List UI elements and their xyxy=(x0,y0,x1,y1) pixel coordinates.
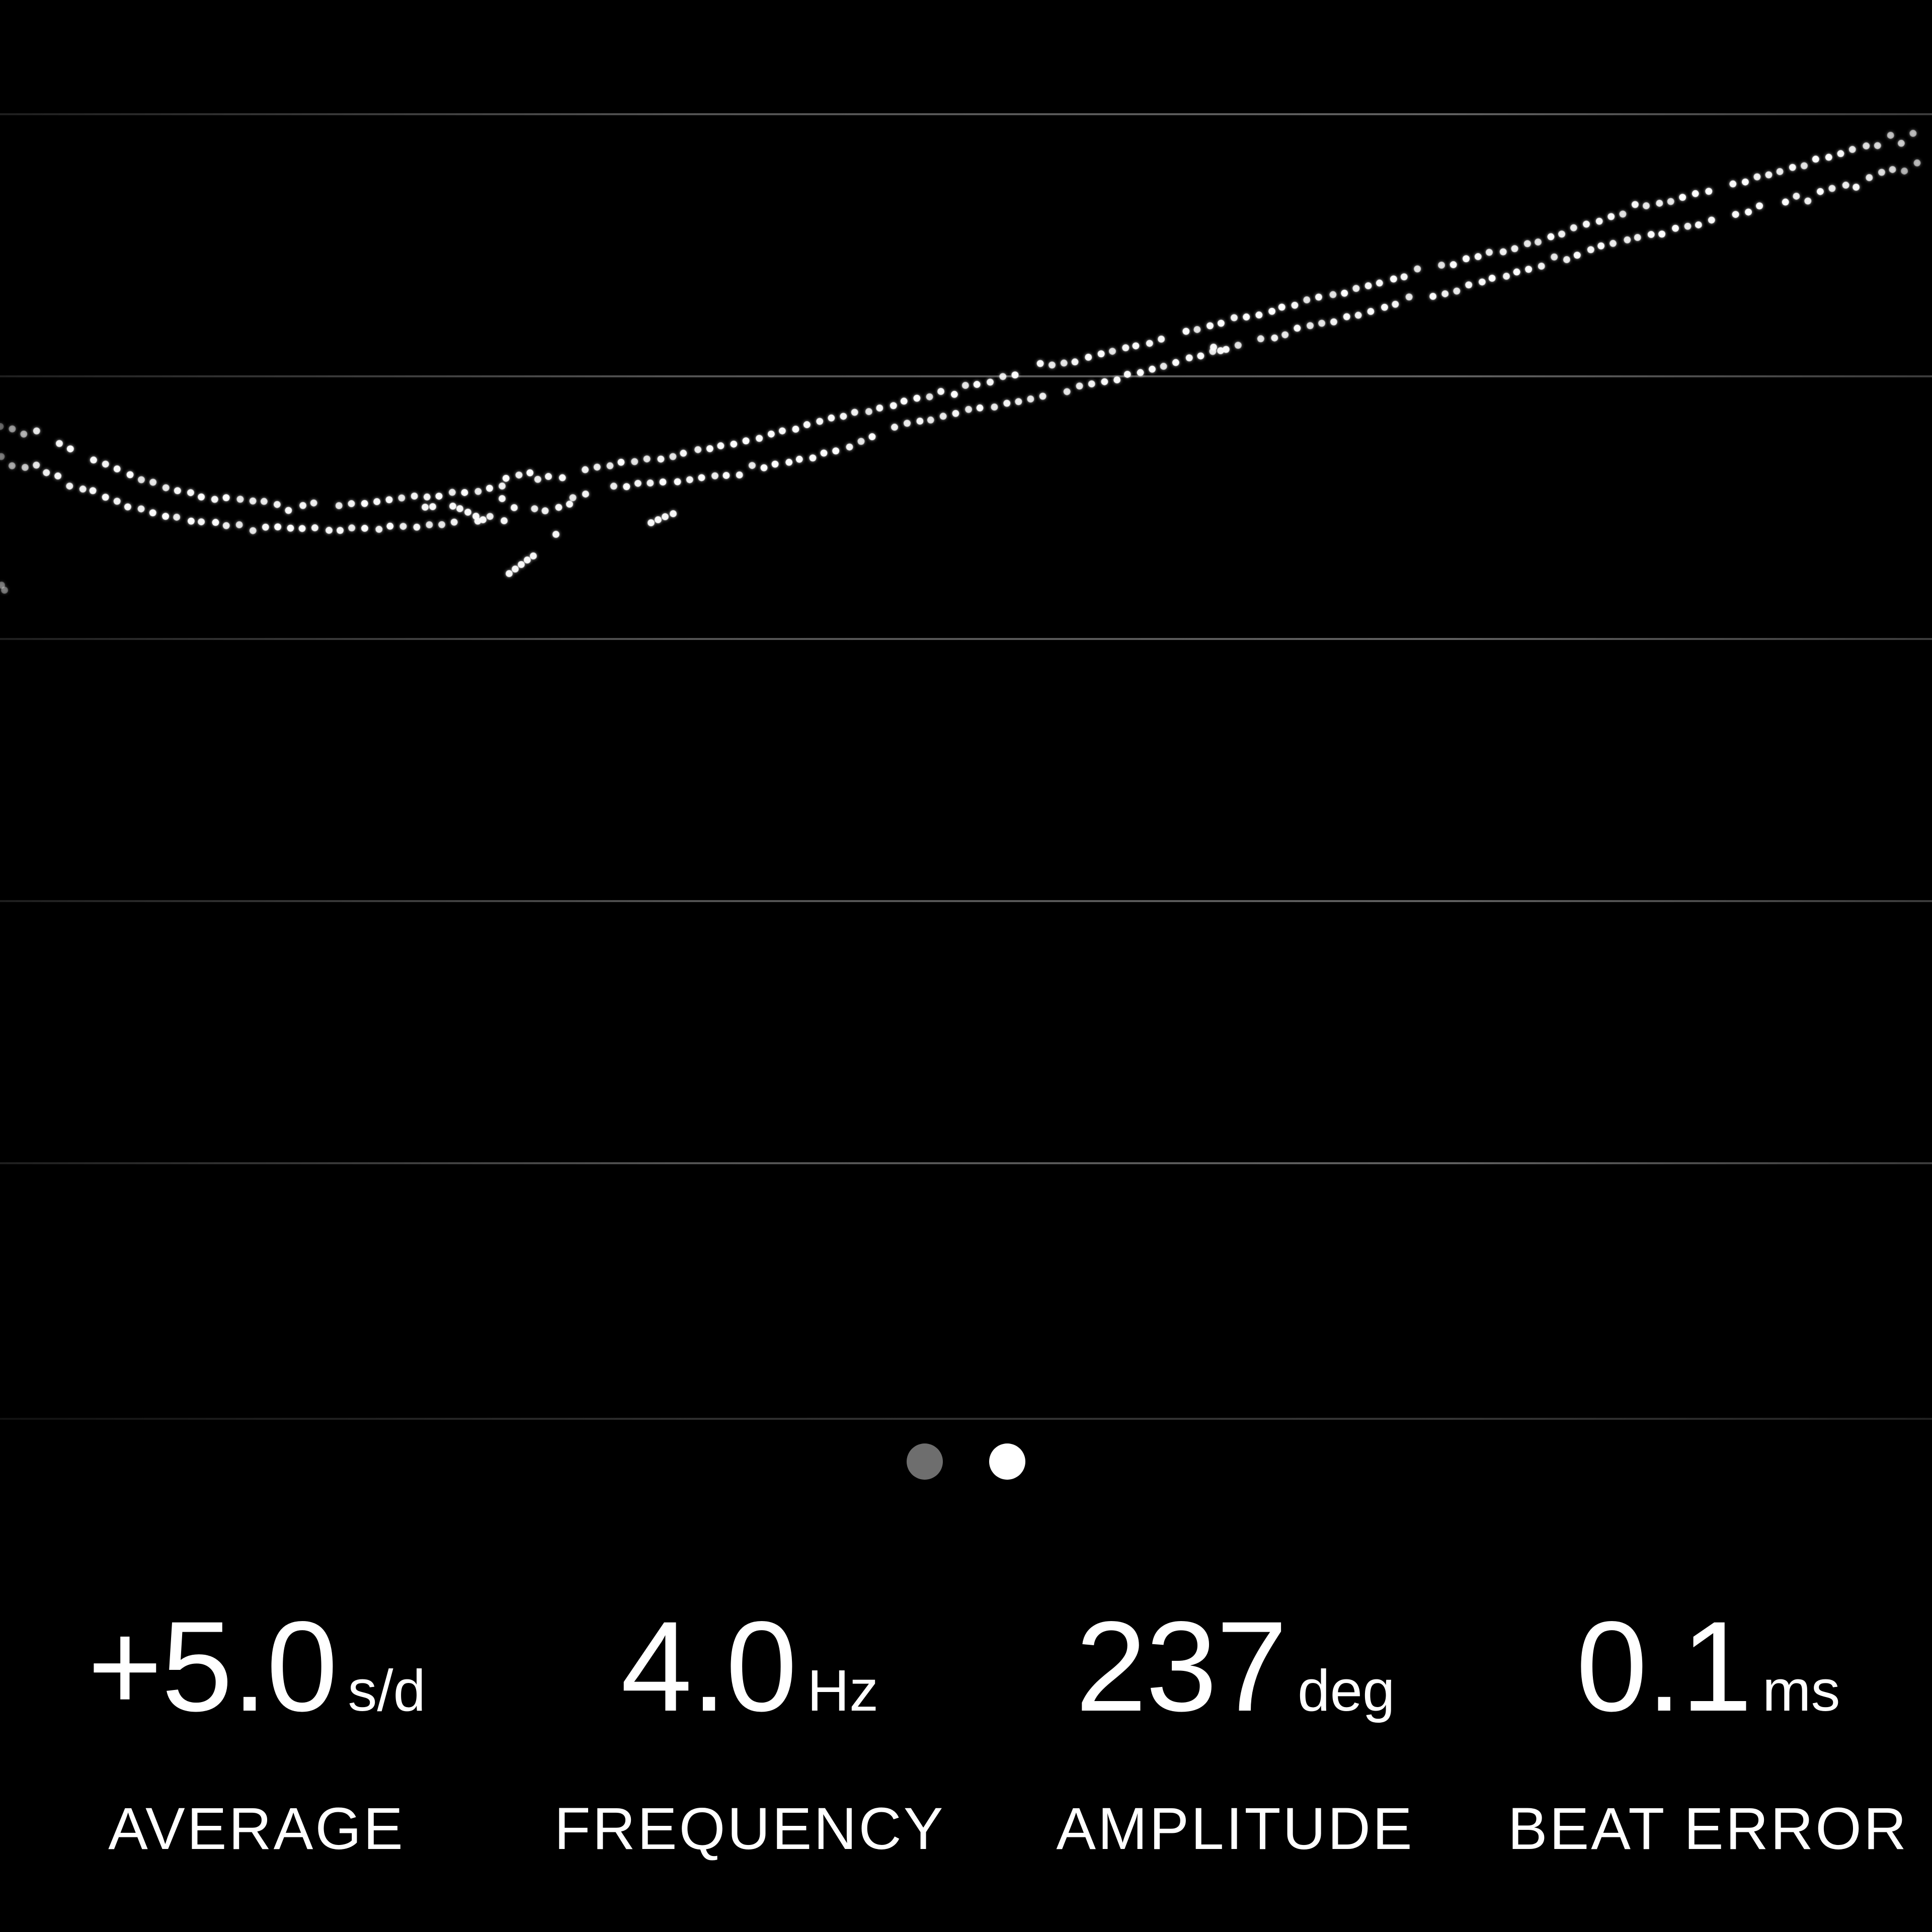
page-indicator-dot-inactive[interactable] xyxy=(907,1443,943,1480)
page-indicator-dot-active[interactable] xyxy=(989,1443,1025,1480)
metric-beat-error-label: BEAT ERROR xyxy=(1507,1796,1909,1862)
metric-frequency: 4.0 Hz FREQUENCY xyxy=(554,1602,945,1859)
metric-average-unit: s/d xyxy=(348,1658,426,1723)
metric-average-label: AVERAGE xyxy=(108,1796,405,1862)
metric-amplitude-value: 237 xyxy=(1075,1595,1287,1738)
metric-average-value: +5.0 xyxy=(87,1595,338,1738)
page-indicator xyxy=(0,1443,1932,1480)
metric-amplitude-label: AMPLITUDE xyxy=(1056,1796,1414,1862)
metric-beat-error: 0.1 ms BEAT ERROR xyxy=(1508,1602,1908,1859)
metric-amplitude-unit: deg xyxy=(1297,1658,1395,1723)
metric-beat-error-value-row: 0.1 ms xyxy=(1508,1602,1908,1755)
metric-frequency-value: 4.0 xyxy=(620,1595,797,1738)
timegrapher-trace-canvas xyxy=(0,0,1932,1429)
metric-frequency-unit: Hz xyxy=(807,1658,879,1723)
metric-amplitude-value-row: 237 deg xyxy=(1056,1602,1414,1755)
metric-frequency-label: FREQUENCY xyxy=(554,1796,945,1862)
metric-average-value-row: +5.0 s/d xyxy=(88,1602,426,1755)
metric-average: +5.0 s/d AVERAGE xyxy=(88,1602,426,1859)
metric-amplitude: 237 deg AMPLITUDE xyxy=(1056,1602,1414,1859)
metric-beat-error-unit: ms xyxy=(1762,1658,1840,1723)
metric-beat-error-value: 0.1 xyxy=(1576,1595,1752,1738)
metric-frequency-value-row: 4.0 Hz xyxy=(554,1602,945,1755)
